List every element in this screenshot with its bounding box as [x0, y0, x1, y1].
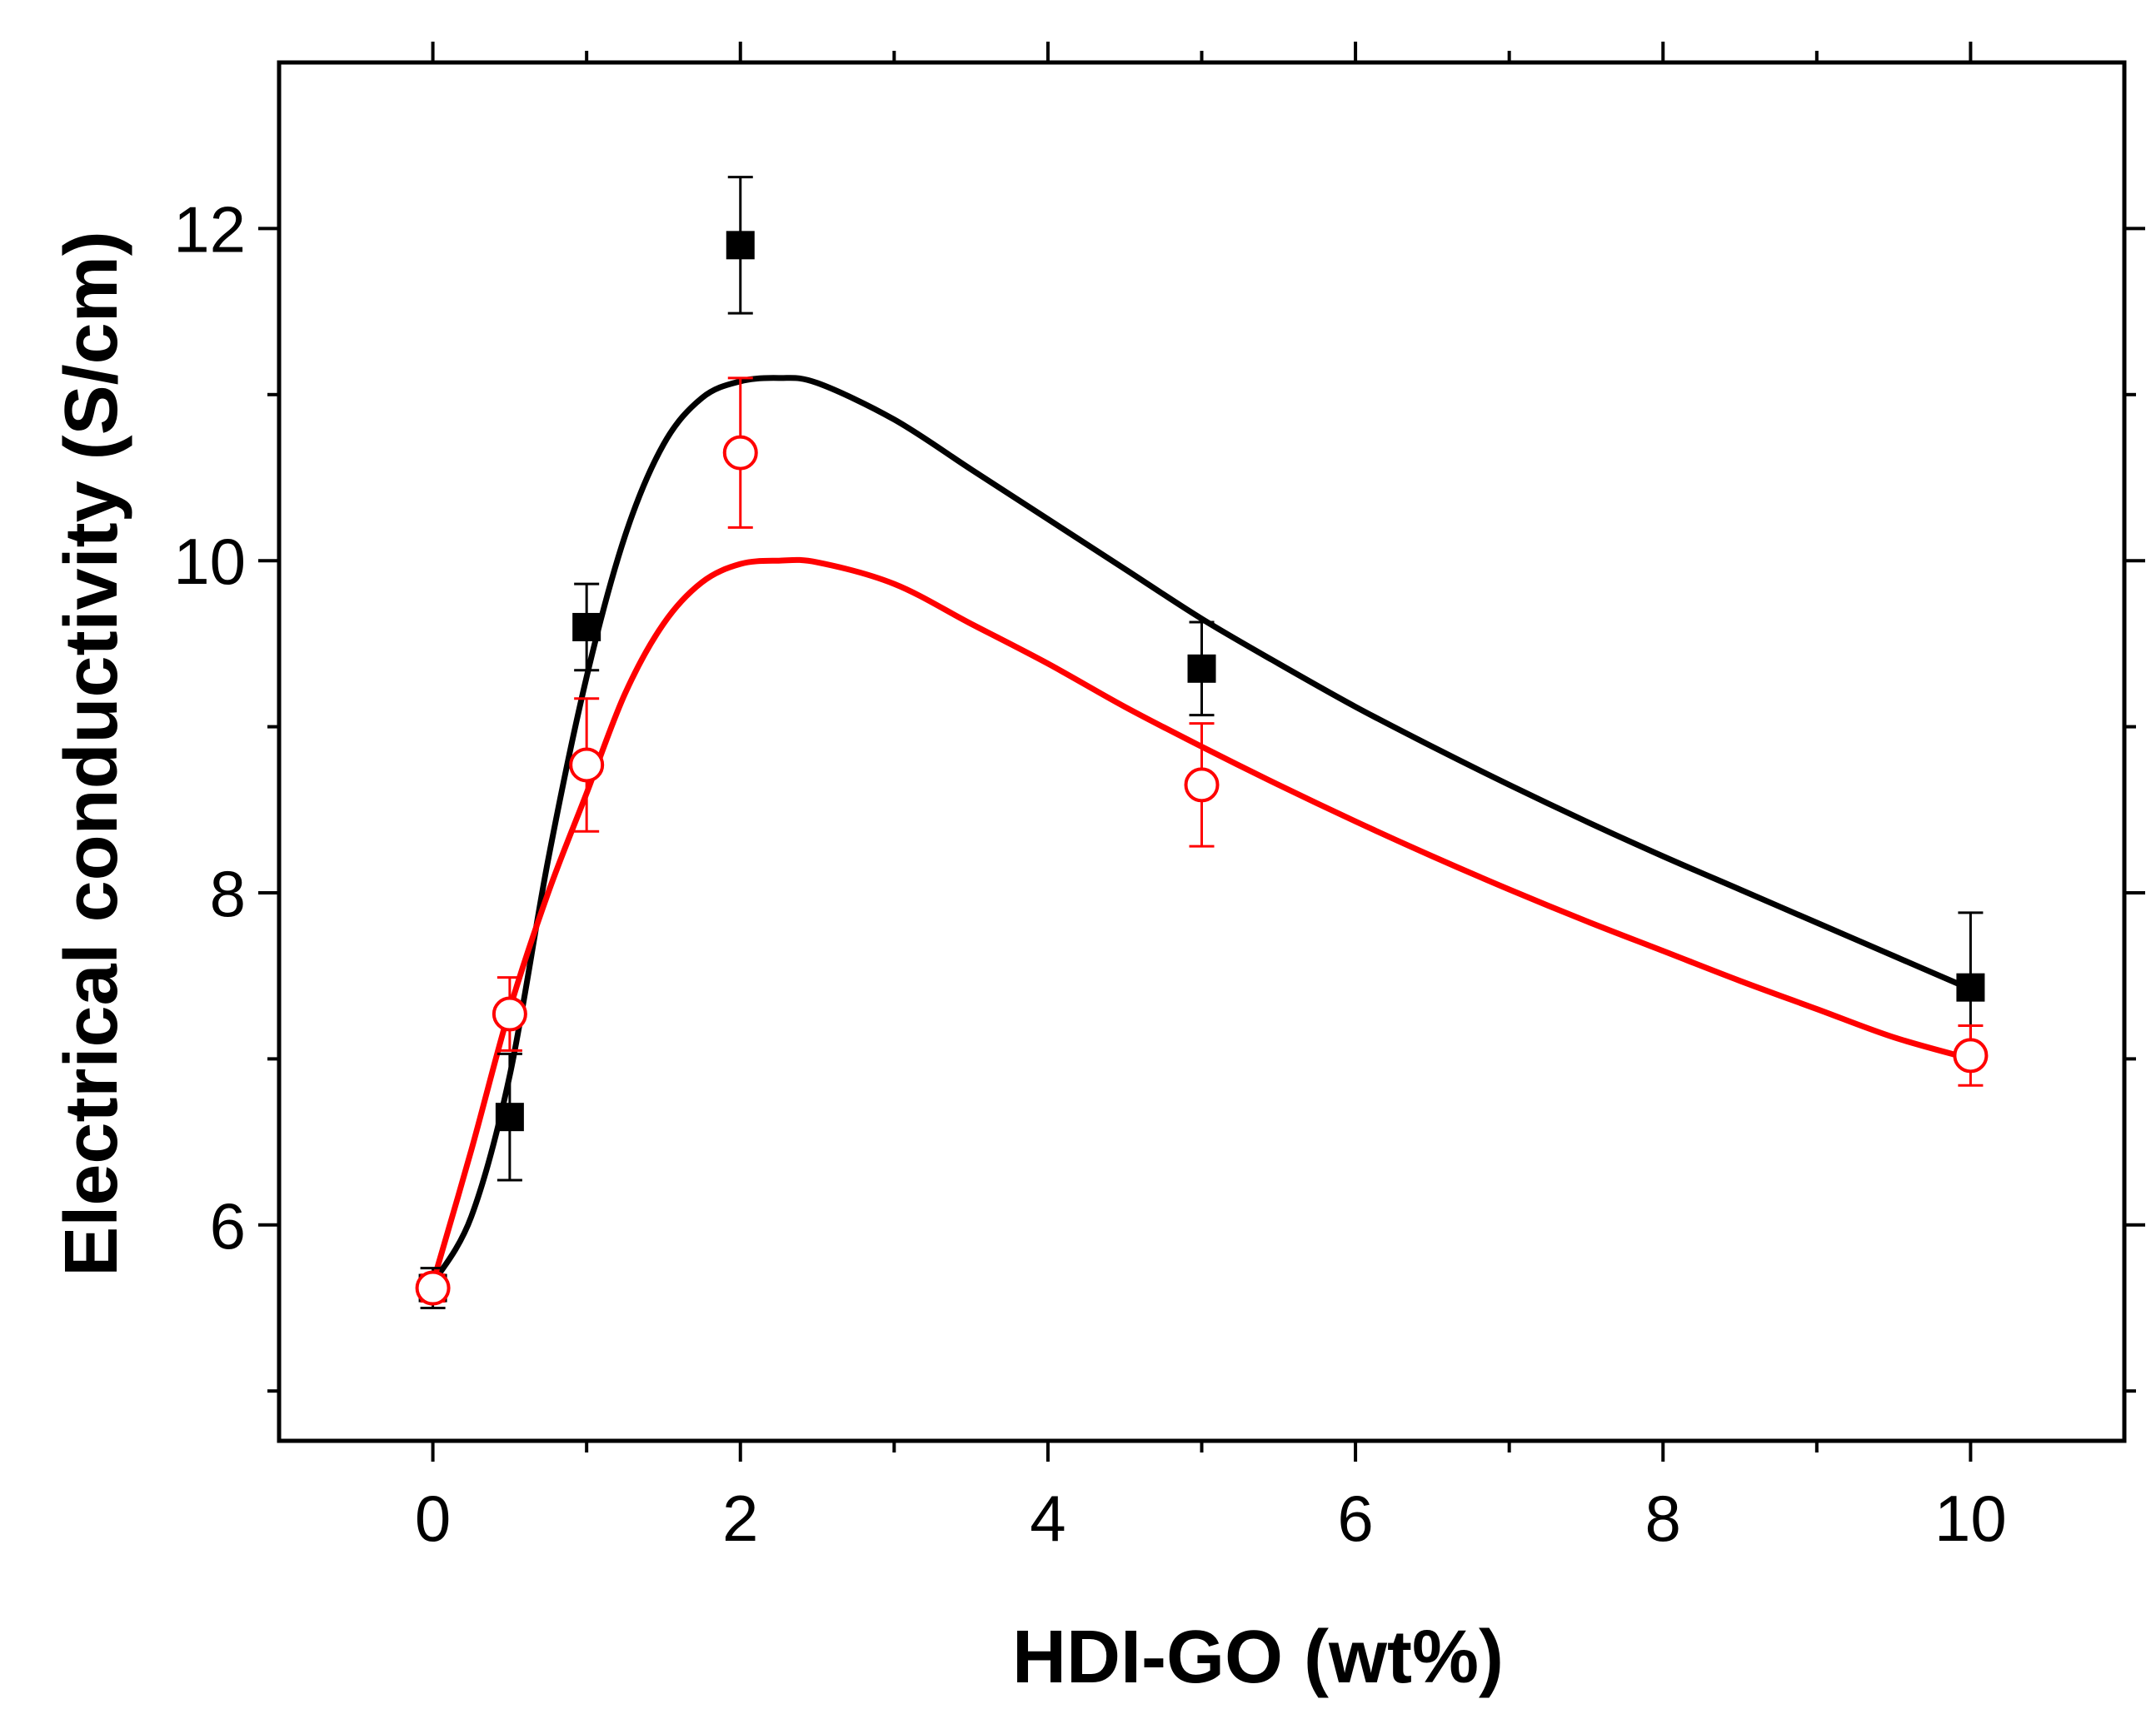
y-tick-label: 10: [173, 525, 246, 598]
fit-curve-black: [430, 375, 1972, 1285]
x-tick-label: 4: [1030, 1482, 1066, 1555]
fit-curves: [430, 375, 1972, 1285]
x-tick-label: 2: [722, 1482, 758, 1555]
y-tick-label: 6: [210, 1189, 246, 1263]
data-point-square: [1187, 654, 1216, 683]
data-point-circle: [569, 747, 605, 783]
x-tick-label: 0: [415, 1482, 451, 1555]
x-axis-title: HDI-GO (wt%): [1012, 1616, 1504, 1699]
data-point-square: [495, 1103, 524, 1132]
data-points: [415, 176, 1989, 1309]
data-point-square: [726, 231, 755, 260]
x-tick-label: 8: [1645, 1482, 1681, 1555]
data-point-circle: [1953, 1038, 1989, 1074]
data-point-square: [1956, 973, 1985, 1002]
data-point-circle: [722, 435, 758, 471]
x-tick-label: 10: [1934, 1482, 2007, 1555]
data-point-circle: [415, 1270, 451, 1306]
y-axis: 6 8 10 12: [173, 192, 2145, 1393]
y-axis-title: Electrical conductivity (S/cm): [50, 231, 133, 1276]
data-point-circle: [1184, 767, 1220, 803]
x-tick-label: 6: [1337, 1482, 1373, 1555]
data-point-circle: [492, 996, 527, 1032]
fit-curve-red: [430, 556, 1972, 1284]
data-point-square: [572, 612, 601, 641]
x-axis: 0 2 4 6 8 10: [415, 42, 2007, 1555]
y-tick-label: 8: [210, 857, 246, 930]
y-tick-label: 12: [173, 192, 246, 266]
